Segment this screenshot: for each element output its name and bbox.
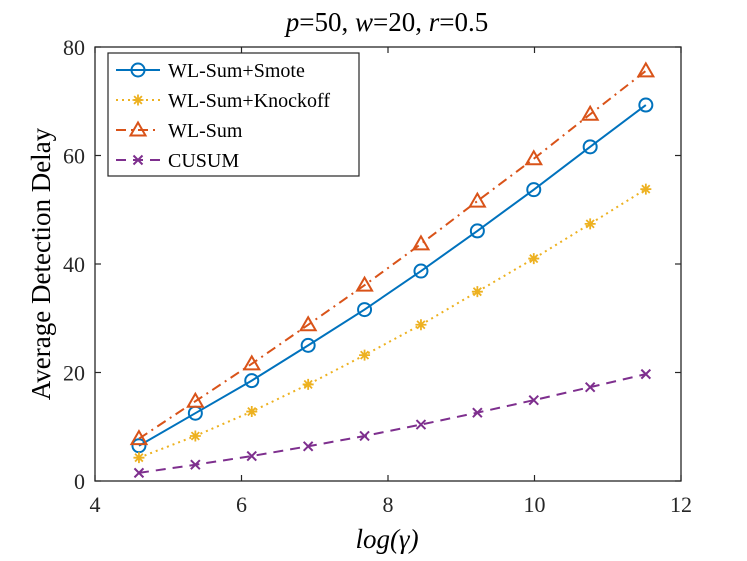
y-axis: 0 20 40 60 80 — [63, 35, 681, 494]
legend-item: WL-Sum+Smote — [116, 60, 305, 82]
data-point — [359, 349, 371, 361]
x-axis-label: log(γ) — [355, 524, 418, 554]
data-point — [526, 182, 542, 198]
data-point — [582, 139, 598, 155]
data-point — [411, 234, 431, 251]
data-point — [528, 394, 539, 406]
data-point — [357, 302, 373, 318]
data-point — [246, 450, 257, 462]
legend-marker — [132, 94, 144, 106]
series-line — [138, 188, 647, 459]
y-axis-label: Average Detection Delay — [26, 127, 56, 400]
data-point — [302, 441, 314, 452]
data-point — [244, 373, 260, 389]
data-point — [636, 61, 656, 78]
data-point — [472, 407, 483, 418]
data-point — [640, 368, 652, 380]
legend-item: CUSUM — [116, 150, 239, 172]
data-point — [640, 183, 652, 195]
data-point — [133, 452, 145, 464]
y-tick-label: 40 — [63, 252, 85, 277]
title-part: =20, — [373, 7, 429, 37]
series-line — [138, 373, 647, 474]
legend-marker — [130, 62, 146, 78]
data-point — [129, 429, 149, 446]
data-point — [415, 419, 427, 430]
legend-label: WL-Sum — [168, 120, 243, 142]
title-part: r — [429, 7, 440, 37]
legend-label: WL-Sum+Smote — [168, 60, 305, 82]
data-point — [242, 354, 261, 371]
data-point — [359, 430, 370, 442]
legend-item: WL-Sum — [116, 120, 243, 142]
data-point — [638, 97, 654, 113]
chart-title: p=50, w=20, r=0.5 — [284, 7, 488, 37]
legend-marker — [128, 120, 148, 137]
series-cusum — [133, 368, 652, 479]
y-tick-label: 0 — [74, 469, 85, 494]
data-point — [584, 218, 596, 230]
data-point — [524, 149, 543, 166]
data-point — [413, 263, 429, 279]
legend-box — [107, 52, 360, 177]
data-point — [355, 275, 374, 292]
x-tick-label: 12 — [670, 492, 692, 517]
y-tick-label: 80 — [63, 35, 85, 60]
title-part: =50, — [299, 7, 355, 37]
series-layer — [129, 61, 656, 479]
x-axis: 4 6 8 10 12 — [90, 47, 692, 517]
x-tick-label: 10 — [524, 492, 546, 517]
data-point — [186, 391, 205, 408]
series-wl-sum-knockoff — [133, 183, 652, 464]
title-part: =0.5 — [439, 7, 488, 37]
data-point — [584, 381, 596, 393]
legend: WL-Sum+Smote WL-Sum+Knockoff WL-Sum CUSUM — [107, 52, 360, 177]
data-point — [580, 104, 600, 121]
data-point — [133, 467, 145, 479]
series-line — [138, 104, 647, 447]
title-part: p — [284, 7, 300, 37]
data-point — [469, 223, 485, 239]
data-point — [298, 315, 318, 332]
data-point — [468, 191, 487, 208]
legend-marker — [132, 154, 144, 166]
title-part: w — [355, 7, 373, 37]
data-point — [415, 319, 427, 331]
legend-label: CUSUM — [168, 150, 239, 172]
y-tick-label: 20 — [63, 361, 85, 386]
legend-label: WL-Sum+Knockoff — [168, 90, 330, 112]
series-wl-sum — [129, 61, 656, 446]
data-point — [246, 406, 258, 418]
x-tick-label: 6 — [236, 492, 247, 517]
data-point — [528, 253, 540, 265]
data-point — [302, 378, 314, 390]
data-point — [190, 459, 201, 470]
data-point — [471, 286, 483, 298]
data-point — [189, 430, 201, 442]
y-tick-label: 60 — [63, 144, 85, 169]
x-tick-label: 8 — [383, 492, 394, 517]
x-tick-label: 4 — [90, 492, 101, 517]
data-point — [300, 337, 316, 353]
legend-item: WL-Sum+Knockoff — [116, 90, 330, 112]
